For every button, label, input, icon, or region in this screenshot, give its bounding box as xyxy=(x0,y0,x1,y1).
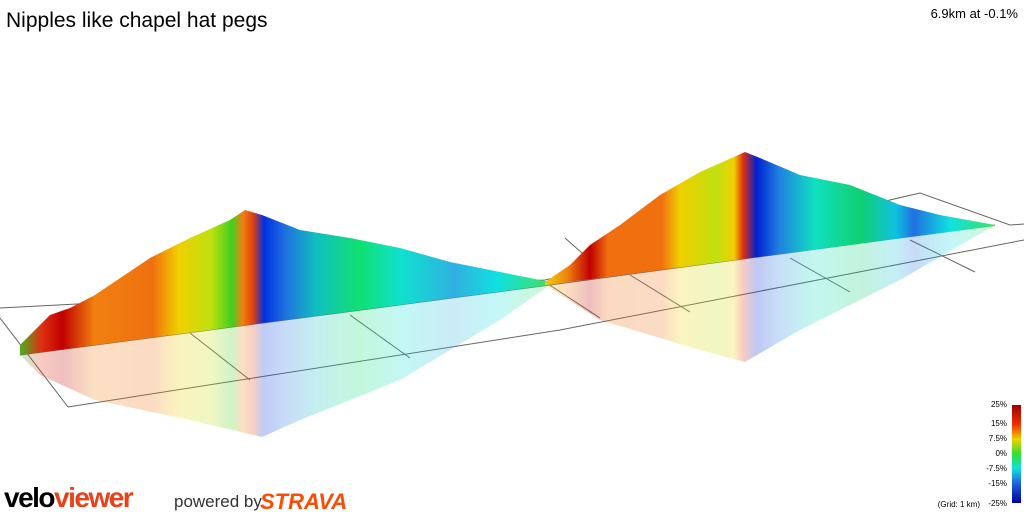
legend: 25% 15% 7.5% 0% -7.5% -15% -25% xyxy=(986,400,1007,508)
strava-logo: STRAVA xyxy=(260,489,347,512)
legend-label: -25% xyxy=(988,499,1007,508)
legend-label: 7.5% xyxy=(989,434,1007,443)
powered-by: powered by xyxy=(174,492,262,511)
reflection xyxy=(20,225,995,437)
legend-label: -15% xyxy=(988,479,1007,488)
legend-label: 0% xyxy=(995,449,1007,458)
grid-note: (Grid: 1 km) xyxy=(938,500,981,509)
legend-label: 15% xyxy=(991,419,1007,428)
brand: veloviewer xyxy=(4,482,134,512)
climb-1 xyxy=(20,210,550,355)
climb-2 xyxy=(545,152,995,285)
title: Nipples like chapel hat pegs xyxy=(6,9,268,32)
legend-label: -7.5% xyxy=(986,464,1007,473)
legend-label: 25% xyxy=(991,400,1007,409)
summary: 6.9km at -0.1% xyxy=(931,6,1019,21)
color-bar xyxy=(1012,405,1021,503)
